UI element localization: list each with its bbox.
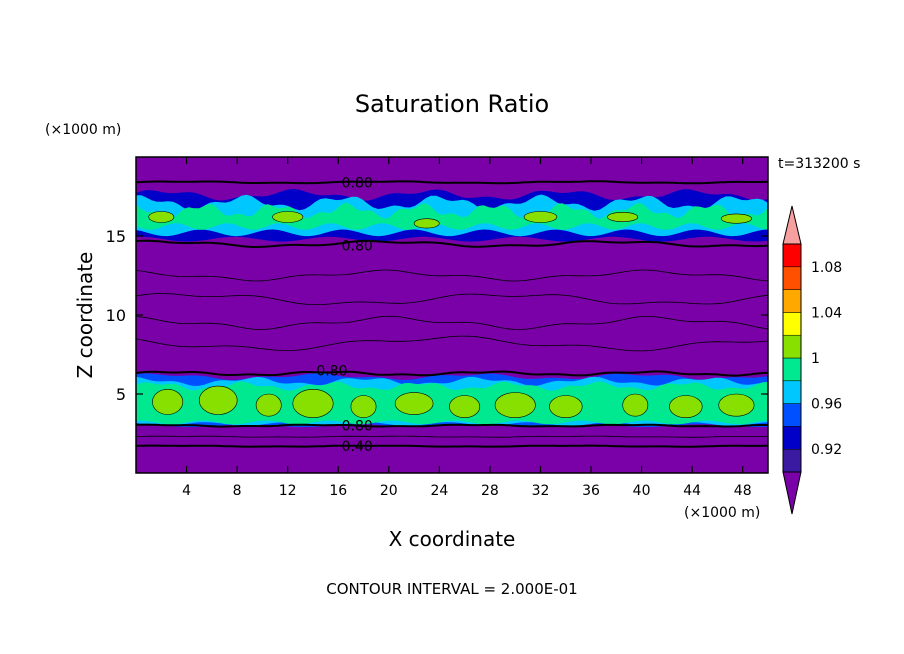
x-tick-label: 40 bbox=[633, 483, 651, 499]
colorbar-tick-label: 1 bbox=[811, 351, 820, 367]
x-tick-label: 36 bbox=[582, 483, 600, 499]
colorbar-tick-label: 1.04 bbox=[811, 305, 842, 321]
x-tick-label: 24 bbox=[430, 483, 448, 499]
x-axis-label: X coordinate bbox=[389, 527, 516, 551]
contour-line bbox=[135, 435, 769, 438]
contour-label: 0.40 bbox=[342, 439, 373, 455]
upper-green-cell bbox=[523, 211, 558, 223]
contour-interval-label: CONTOUR INTERVAL = 2.000E-01 bbox=[326, 580, 577, 598]
y-tick-label: 10 bbox=[106, 306, 126, 325]
colorbar-segment bbox=[782, 243, 802, 268]
contour-label: 0.80 bbox=[342, 419, 373, 435]
contour-label: 0.80 bbox=[342, 175, 373, 191]
contour-line bbox=[135, 180, 769, 185]
colorbar-segment bbox=[782, 266, 802, 290]
colorbar-segment bbox=[782, 403, 802, 427]
upper-green-cell bbox=[148, 211, 175, 223]
contour-line bbox=[135, 239, 769, 248]
lower-green-cell bbox=[718, 393, 755, 417]
upper-green-cell bbox=[607, 212, 639, 223]
x-tick-label: 28 bbox=[481, 483, 499, 499]
x-tick-label: 48 bbox=[734, 483, 752, 499]
lower-green-cell bbox=[255, 393, 282, 417]
contour-label: 0.80 bbox=[342, 239, 373, 255]
upper-green-cell bbox=[272, 211, 304, 223]
x-tick-label: 32 bbox=[532, 483, 550, 499]
lower-green-cell bbox=[292, 388, 334, 418]
y-tick-label: 5 bbox=[116, 385, 126, 404]
lower-green-cell bbox=[152, 388, 184, 415]
lower-green-cell bbox=[622, 393, 649, 417]
chart-title: Saturation Ratio bbox=[355, 90, 549, 118]
colorbar-frame bbox=[782, 243, 802, 473]
colorbar-segment bbox=[782, 426, 802, 450]
plot-area: 0.800.800.800.800.40 4 8 12 16 20 24 28 32 36 40 4… bbox=[106, 156, 769, 499]
lower-green-cell bbox=[449, 395, 481, 419]
colorbar-segment bbox=[782, 312, 802, 336]
y-axis-label: Z coordinate bbox=[73, 252, 97, 379]
contour-line bbox=[135, 293, 769, 305]
x-tick-label: 20 bbox=[380, 483, 398, 499]
lower-green-cell bbox=[494, 392, 536, 419]
lower-green-cell bbox=[198, 385, 238, 415]
lower-green-cell bbox=[350, 395, 377, 419]
colorbar-tick-label: 0.96 bbox=[811, 397, 842, 413]
contour-line bbox=[135, 423, 768, 428]
colorbar-segment bbox=[782, 357, 802, 382]
colorbar-segment bbox=[782, 289, 802, 313]
time-label: t=313200 s bbox=[778, 156, 860, 172]
contour-line bbox=[135, 370, 769, 377]
x-tick-label: 12 bbox=[279, 483, 297, 499]
colorbar-tick-label: 1.08 bbox=[811, 260, 842, 276]
x-unit-label: (×1000 m) bbox=[684, 505, 760, 521]
contour-line bbox=[135, 269, 769, 282]
lower-green-cell bbox=[549, 395, 583, 419]
x-tick-label: 44 bbox=[683, 483, 701, 499]
x-tick-label: 4 bbox=[182, 483, 191, 499]
x-tick-label: 16 bbox=[329, 483, 347, 499]
x-tick-label: 8 bbox=[233, 483, 242, 499]
colorbar: 0.92 0.96 1 1.04 1.08 bbox=[782, 205, 842, 515]
colorbar-segment bbox=[782, 448, 802, 473]
colorbar-segment bbox=[782, 380, 802, 404]
upper-green-cell bbox=[413, 218, 440, 229]
lower-green-cell bbox=[394, 392, 434, 415]
y-tick-label: 15 bbox=[106, 227, 126, 246]
contour-label: 0.80 bbox=[316, 363, 347, 379]
contour-line bbox=[135, 444, 769, 448]
colorbar-tick-label: 0.92 bbox=[811, 442, 842, 458]
lower-green-cell bbox=[669, 395, 703, 419]
contour-line bbox=[135, 335, 769, 352]
z-unit-label: (×1000 m) bbox=[45, 122, 121, 138]
upper-layer-inner bbox=[136, 202, 768, 230]
contour-line bbox=[135, 315, 769, 330]
colorbar-segment bbox=[782, 334, 802, 359]
upper-green-cell bbox=[720, 213, 752, 224]
